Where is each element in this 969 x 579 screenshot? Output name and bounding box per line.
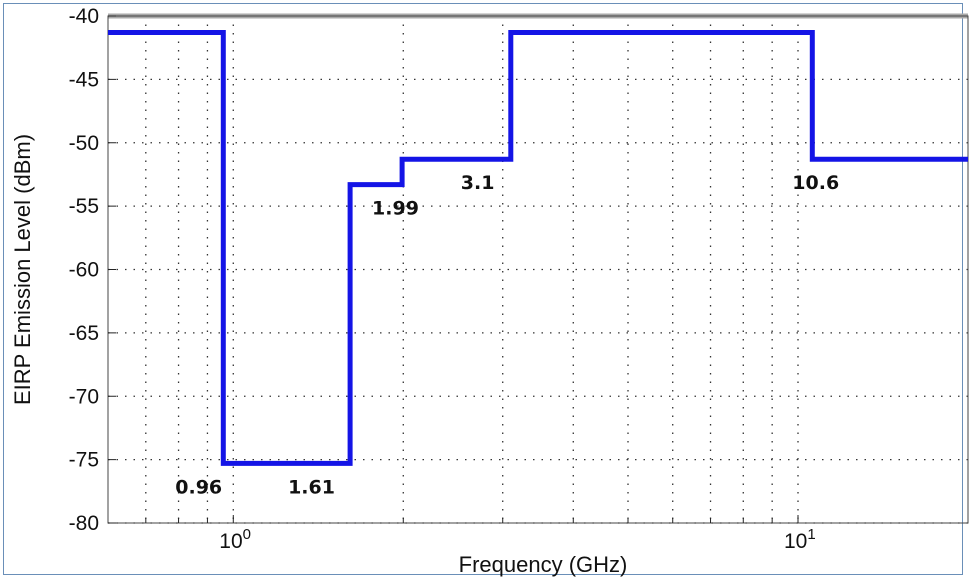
chart-frame xyxy=(3,3,963,575)
y-tick-label: -70 xyxy=(69,385,99,408)
x-tick-label: 100 xyxy=(219,526,251,553)
y-axis-label: EIRP Emission Level (dBm) xyxy=(10,134,35,405)
x-tick-label: 101 xyxy=(784,526,816,553)
x-axis-label: Frequency (GHz) xyxy=(459,552,628,577)
annotation-label: 0.96 xyxy=(175,476,222,498)
annotation-label: 1.99 xyxy=(372,198,419,220)
annotations: 0.96 1.61 1.99 3.1 10.6 xyxy=(175,172,839,498)
y-tick-label: -55 xyxy=(69,195,99,218)
grid xyxy=(108,13,968,524)
y-tick-label: -80 xyxy=(69,512,99,535)
annotation-label: 1.61 xyxy=(288,476,335,498)
y-tick-label: -40 xyxy=(69,5,99,28)
y-tick-label: -75 xyxy=(69,449,99,472)
y-tick-label: -45 xyxy=(69,68,99,91)
y-tick-label: -60 xyxy=(69,259,99,282)
y-tick-label: -50 xyxy=(69,132,99,155)
series-group xyxy=(108,30,968,466)
annotation-label: 10.6 xyxy=(792,172,839,194)
y-tick-label: -65 xyxy=(69,322,99,345)
y-axis-ticks: -40 -45 -50 -55 -60 -65 -70 -75 -80 xyxy=(69,5,116,535)
annotation-label: 3.1 xyxy=(461,172,495,194)
x-axis-ticks: 100 101 xyxy=(145,515,816,553)
emission-mask-line xyxy=(108,30,968,466)
